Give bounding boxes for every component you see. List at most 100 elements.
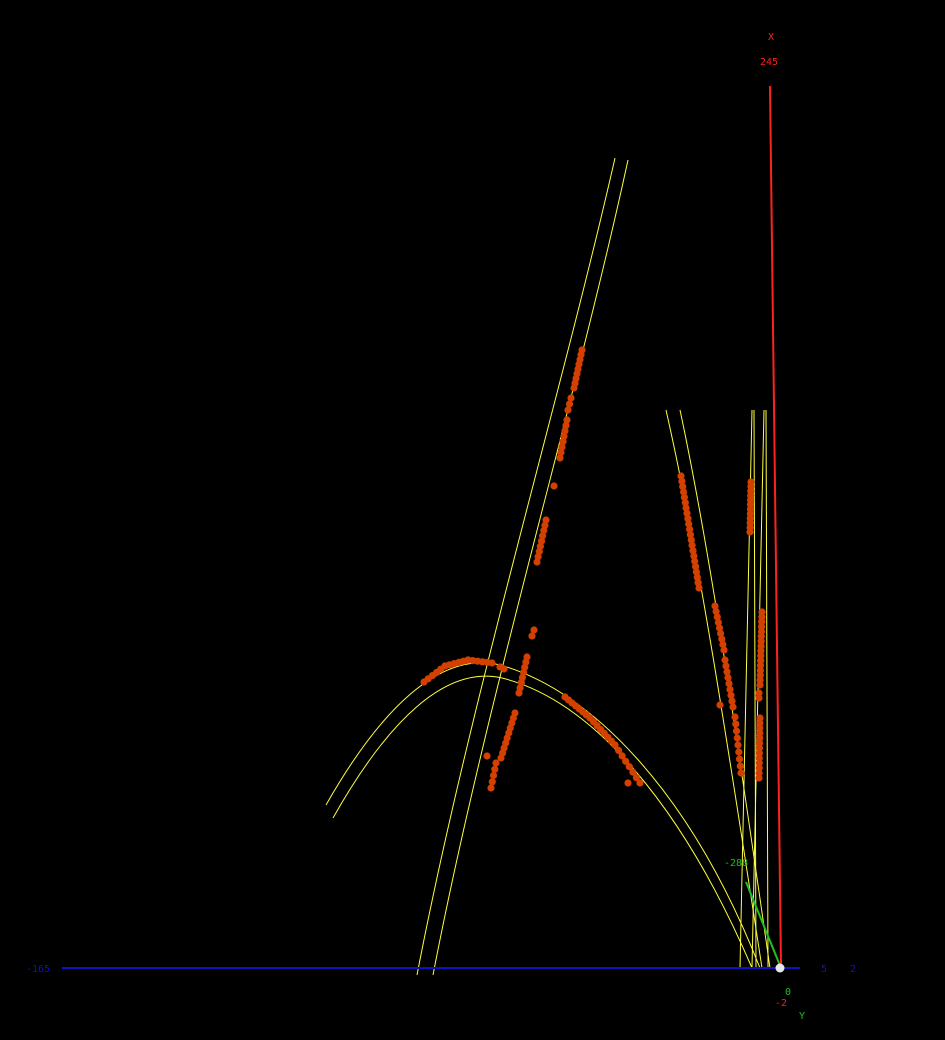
hit-point	[692, 568, 701, 576]
hit-point	[678, 477, 686, 485]
hit-point	[732, 720, 740, 728]
hit-point	[711, 602, 719, 610]
hit-point	[686, 531, 695, 539]
hit-point	[681, 499, 689, 507]
axes	[62, 85, 800, 973]
hit-point	[755, 769, 763, 777]
hit-point	[695, 584, 703, 592]
track-curve-steep-left	[416, 157, 616, 976]
hit-point	[734, 741, 742, 749]
hit-point	[636, 779, 644, 787]
hit-point	[565, 400, 574, 408]
track-curve-vertical-d	[765, 409, 769, 969]
hit-point	[533, 558, 541, 566]
z-axis-max-label: 5	[821, 964, 827, 975]
hit-point	[755, 744, 764, 752]
hit-point	[720, 646, 728, 654]
hit-point	[691, 557, 699, 565]
x-axis-min-label: -2	[775, 998, 787, 1009]
hit-point	[755, 754, 763, 762]
hit-point	[723, 668, 731, 676]
track-curve-vertical-c	[751, 409, 765, 969]
hit-point	[557, 449, 565, 457]
hit-point	[756, 681, 764, 689]
hit-point	[491, 765, 499, 773]
hit-point	[721, 656, 729, 664]
hit-point	[756, 714, 764, 722]
y-axis-min-label: -288	[724, 858, 748, 869]
hit-point	[725, 679, 733, 688]
x-axis-line	[769, 85, 782, 969]
hit-point	[562, 421, 570, 429]
hit-point	[719, 640, 727, 649]
hit-point	[712, 607, 720, 616]
hit-point	[755, 694, 763, 702]
hit-point	[487, 784, 495, 792]
hit-point	[684, 515, 692, 523]
hit-point	[737, 769, 745, 777]
hit-point	[693, 573, 701, 581]
hit-point	[677, 472, 685, 480]
hit-point	[726, 685, 734, 694]
y-axis-name: Y	[799, 1011, 805, 1022]
hit-point	[735, 748, 743, 756]
hit-point	[727, 691, 735, 699]
hit-point	[489, 771, 498, 780]
hit-point	[567, 394, 575, 402]
hit-point	[488, 659, 496, 667]
hit-point	[756, 729, 764, 737]
origin-marker-icon	[775, 963, 785, 973]
hit-point	[483, 752, 491, 760]
hit-point	[560, 432, 568, 440]
z-axis-min-label: -165	[26, 964, 50, 975]
hit-point	[755, 774, 763, 782]
hit-points	[420, 346, 766, 792]
hit-point	[718, 635, 726, 643]
hit-point	[736, 762, 744, 770]
hit-point	[680, 493, 689, 501]
track-curve-steep-right	[432, 159, 629, 976]
hit-point	[550, 482, 558, 490]
hit-point	[746, 528, 754, 536]
hit-point	[500, 665, 508, 673]
hit-point	[735, 755, 744, 763]
hit-point	[722, 662, 730, 670]
z-axis-extra-label: 2	[850, 964, 856, 975]
hit-point	[731, 713, 739, 721]
hit-point	[622, 757, 630, 765]
hit-point	[625, 763, 633, 771]
hit-point	[755, 759, 763, 767]
hit-point	[679, 483, 687, 491]
hit-point	[756, 724, 764, 732]
hit-point	[618, 752, 626, 760]
hit-point	[515, 689, 523, 697]
x-axis-name: X	[768, 32, 774, 43]
hit-point	[717, 629, 725, 638]
hit-point	[716, 701, 724, 709]
hit-point	[714, 618, 723, 627]
hit-point	[694, 579, 702, 587]
x-axis-max-label: 245	[760, 57, 778, 68]
hit-point	[558, 443, 566, 451]
hit-point	[559, 438, 567, 446]
hit-point	[733, 734, 741, 742]
hit-point	[615, 746, 623, 755]
hit-point	[732, 727, 741, 735]
hit-point	[624, 779, 632, 787]
hit-point	[680, 488, 688, 496]
hit-point	[682, 504, 690, 512]
hit-point	[563, 416, 571, 424]
hit-point	[724, 674, 732, 682]
hit-point	[561, 427, 569, 435]
hit-point	[611, 741, 619, 749]
hit-point	[488, 778, 496, 786]
hit-point	[729, 703, 737, 711]
hit-point	[556, 454, 564, 462]
hit-point	[713, 613, 721, 621]
hit-point	[755, 749, 764, 757]
hit-point	[692, 563, 700, 571]
hit-point	[756, 734, 764, 742]
hit-point	[528, 632, 536, 640]
